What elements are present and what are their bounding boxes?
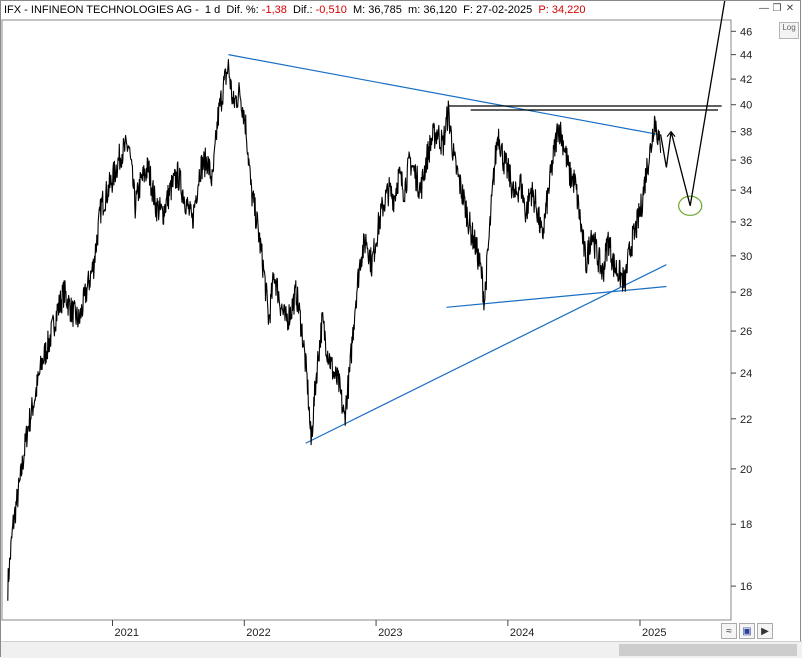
y-tick-label: 36 xyxy=(740,155,752,167)
header-price-label: P: xyxy=(538,4,549,16)
x-tick-label: 2022 xyxy=(246,627,270,639)
header-price-value: 34,220 xyxy=(551,4,586,16)
log-scale-button[interactable]: Log xyxy=(779,22,799,39)
y-tick-label: 42 xyxy=(740,74,752,86)
log-scale-label: Log xyxy=(782,23,796,32)
header-dif-label: Dif.: xyxy=(293,4,313,16)
y-tick-label: 32 xyxy=(740,217,752,229)
y-tick-label: 46 xyxy=(740,26,752,38)
save-icon[interactable]: ▣ xyxy=(739,623,755,639)
y-tick-label: 18 xyxy=(740,519,752,531)
horizontal-scrollbar[interactable] xyxy=(1,641,802,658)
y-tick-label: 34 xyxy=(740,185,752,197)
trendline xyxy=(228,54,659,136)
y-axis: 16 18 20 22 24 26 28 30 32 34 36 38 40 42 44 46 xyxy=(731,26,752,593)
trendline xyxy=(305,264,667,444)
y-tick-label: 30 xyxy=(740,251,752,263)
y-tick-label: 38 xyxy=(740,127,752,139)
y-tick-label: 24 xyxy=(740,368,752,380)
header-interval: 1 d xyxy=(204,4,221,16)
y-tick-label: 28 xyxy=(740,287,752,299)
y-tick-label: 40 xyxy=(740,100,752,112)
expand-icon[interactable]: ▶ xyxy=(757,623,773,639)
autoscale-icon[interactable]: ≈ xyxy=(721,623,737,639)
bottom-toolbar: ≈ ▣ ▶ xyxy=(721,621,775,639)
scrollbar-thumb[interactable] xyxy=(619,644,797,656)
x-tick-label: 2023 xyxy=(378,627,402,639)
header-date-label: F: xyxy=(463,4,473,16)
y-tick-label: 20 xyxy=(740,464,752,476)
plot-area xyxy=(1,19,732,621)
restore-icon[interactable]: ❐ xyxy=(772,3,782,14)
x-tick-label: 2021 xyxy=(114,627,138,639)
y-tick-label: 16 xyxy=(740,581,752,593)
x-tick-label: 2024 xyxy=(510,627,534,639)
minimize-icon[interactable]: — xyxy=(759,3,769,14)
header-dif-pct-label: Dif. %: xyxy=(226,4,259,16)
y-tick-label: 22 xyxy=(740,414,752,426)
drawing-overlays xyxy=(228,1,726,444)
projection-arrowhead xyxy=(666,130,676,138)
close-icon[interactable]: ✕ xyxy=(785,3,795,14)
header-max-value: 36,785 xyxy=(368,4,402,16)
header-symbol: IFX - INFINEON TECHNOLOGIES AG - xyxy=(4,4,199,16)
window-controls: — ❐ ✕ xyxy=(757,3,796,17)
header-max-label: M: xyxy=(352,4,366,16)
target-ellipse xyxy=(678,195,703,216)
header-dif-value: -0,510 xyxy=(315,4,347,16)
header-dif-pct-value: -1,38 xyxy=(261,4,287,16)
chart-header: IFX - INFINEON TECHNOLOGIES AG - 1 d Dif… xyxy=(4,4,585,19)
header-min-label: m: xyxy=(408,4,421,16)
trendline xyxy=(446,285,667,308)
x-axis: 2021 2022 2023 2024 2025 xyxy=(111,620,666,639)
y-tick-label: 26 xyxy=(740,326,752,338)
price-series-group xyxy=(7,58,662,601)
x-tick-label: 2025 xyxy=(642,627,666,639)
y-tick-label: 44 xyxy=(740,50,752,62)
price-line xyxy=(7,58,662,601)
header-min-value: 36,120 xyxy=(423,4,457,16)
header-date-value: 27-02-2025 xyxy=(475,4,533,16)
